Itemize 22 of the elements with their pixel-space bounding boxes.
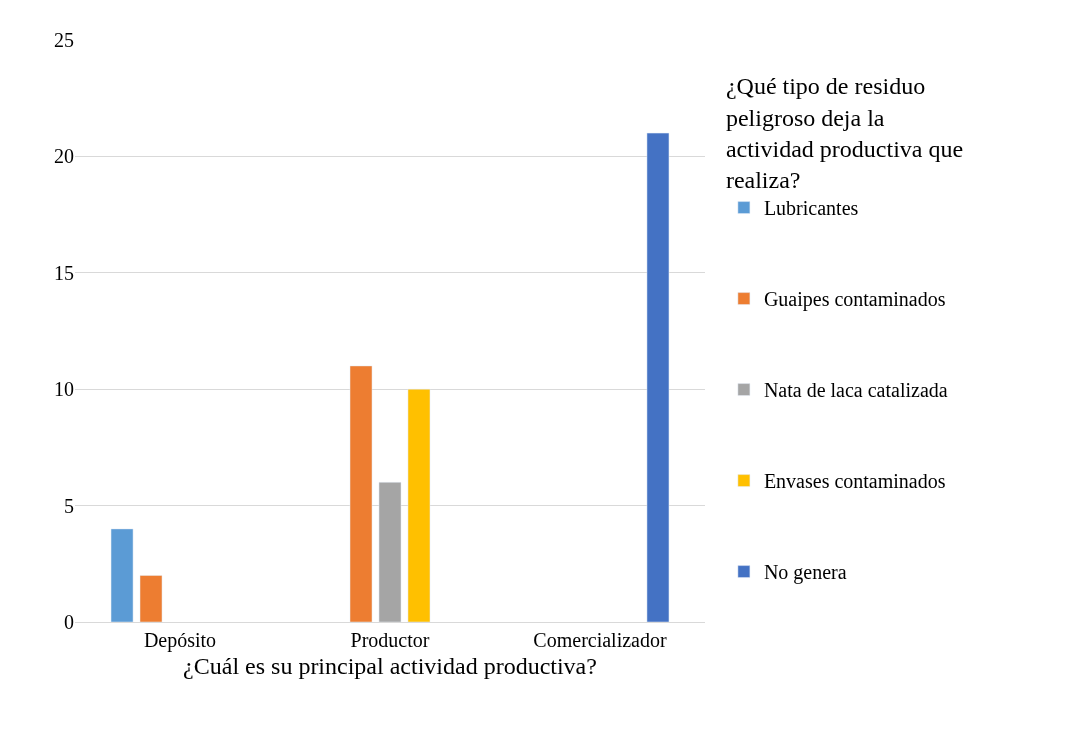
bar [349,365,373,622]
bar [139,575,163,622]
legend-label: Envases contaminados [763,470,946,493]
legend-label: Guaipes contaminados [763,288,946,312]
bar [646,132,670,622]
bar [407,388,431,622]
bar [110,528,134,622]
x-axis-title: ¿Cuál es su principal actividad productiva? [183,653,597,680]
y-tick-label: 25 [54,29,74,51]
y-tick-label: 15 [54,261,74,284]
legend-label: Nata de laca catalizada [763,379,948,402]
y-tick-label: 10 [54,378,74,401]
legend-label: Lubricantes [763,197,859,220]
x-tick-label: Comercializador [533,629,667,651]
y-tick-label: 5 [64,494,74,517]
legend-title: ¿Qué tipo de residuo peligroso deja la actividad productiva que realiza? [725,73,964,194]
y-tick-label: 0 [64,611,74,633]
bar [378,482,402,622]
x-tick-label: Productor [350,629,430,651]
x-tick-label: Depósito [143,629,217,652]
y-tick-label: 20 [54,145,74,168]
legend-label: No genera [763,561,847,585]
